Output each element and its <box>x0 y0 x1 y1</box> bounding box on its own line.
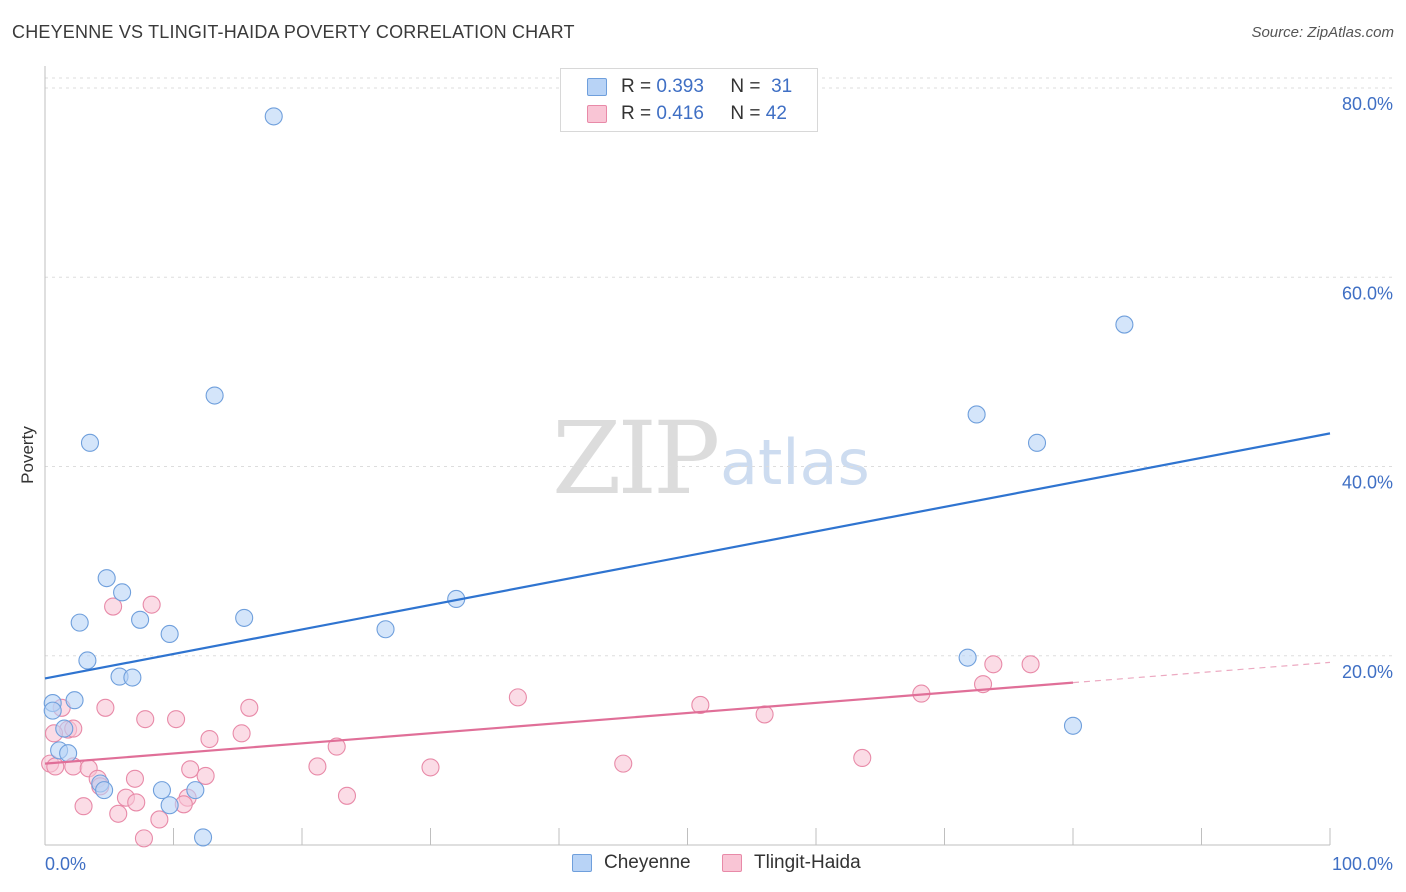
legend-r-label: R = <box>621 103 652 124</box>
legend-r-label: R = <box>621 76 652 97</box>
point-tlingit-haida <box>232 724 251 743</box>
point-cheyenne <box>376 620 395 639</box>
y-axis-title: Poverty <box>18 426 37 484</box>
point-tlingit-haida <box>46 757 65 776</box>
series-legend: Cheyenne Tlingit-Haida <box>0 852 1406 878</box>
point-cheyenne <box>160 624 179 644</box>
point-tlingit-haida <box>614 754 633 773</box>
y-tick-label: 60.0% <box>1342 283 1393 303</box>
point-tlingit-haida <box>240 698 259 717</box>
point-cheyenne <box>205 386 224 405</box>
point-tlingit-haida <box>984 655 1003 674</box>
axis-labels: 20.0% 40.0% 60.0% 80.0% 0.0% 100.0% Poverty <box>18 94 1393 874</box>
point-tlingit-haida <box>167 710 186 729</box>
point-tlingit-haida <box>1021 655 1040 674</box>
point-tlingit-haida <box>74 797 93 816</box>
point-tlingit-haida <box>327 737 346 756</box>
trend-line-extension-tlingit-haida <box>1072 661 1331 684</box>
y-tick-label: 40.0% <box>1342 473 1393 493</box>
point-cheyenne <box>95 781 114 800</box>
point-tlingit-haida <box>104 597 123 616</box>
source-label: Source: ZipAtlas.com <box>1251 24 1394 41</box>
point-tlingit-haida <box>142 595 161 614</box>
point-cheyenne <box>1063 716 1083 735</box>
point-tlingit-haida <box>125 769 144 788</box>
point-cheyenne <box>70 613 89 632</box>
point-tlingit-haida <box>421 758 440 777</box>
point-tlingit-haida <box>337 786 357 805</box>
point-cheyenne <box>235 608 254 627</box>
point-cheyenne <box>1027 433 1047 452</box>
point-cheyenne <box>194 828 213 847</box>
point-tlingit-haida <box>134 829 153 848</box>
legend-n-label: N = <box>730 103 761 124</box>
point-cheyenne <box>80 433 100 452</box>
point-tlingit-haida <box>196 766 215 785</box>
point-cheyenne <box>967 405 986 424</box>
point-cheyenne <box>152 781 171 800</box>
series-legend-label: Cheyenne <box>604 852 691 873</box>
point-tlingit-haida <box>200 729 219 749</box>
point-cheyenne <box>160 796 179 815</box>
point-tlingit-haida <box>853 748 872 767</box>
x-tick-label: 0.0% <box>45 854 86 874</box>
point-tlingit-haida <box>150 810 169 829</box>
correlation-legend: R = 0.393 N = 31 R = 0.416 N = 42 <box>560 68 818 132</box>
point-cheyenne <box>958 648 977 667</box>
series-legend-label: Tlingit-Haida <box>754 852 861 873</box>
point-cheyenne <box>123 668 142 687</box>
point-cheyenne <box>113 583 132 602</box>
data-points <box>41 107 1134 848</box>
point-tlingit-haida <box>181 760 200 779</box>
point-cheyenne <box>97 569 116 588</box>
y-tick-label: 80.0% <box>1342 94 1393 114</box>
point-tlingit-haida <box>136 710 155 729</box>
point-cheyenne <box>1115 315 1134 334</box>
trend-line-tlingit-haida <box>44 681 1074 765</box>
trend-lines <box>44 432 1331 765</box>
point-cheyenne <box>131 610 150 629</box>
series-swatch-cheyenne <box>572 854 592 872</box>
grid <box>45 77 1392 657</box>
legend-n-value: 31 <box>771 76 793 97</box>
series-swatch-tlingit-haida <box>722 854 742 872</box>
legend-swatch-cheyenne <box>587 78 607 96</box>
point-tlingit-haida <box>109 804 128 823</box>
point-tlingit-haida <box>508 688 527 707</box>
legend-n-value: 42 <box>765 103 787 124</box>
trend-line-cheyenne <box>44 432 1331 680</box>
legend-n-label: N = <box>730 76 761 97</box>
series-legend-tlingit-haida[interactable]: Tlingit-Haida <box>722 852 861 874</box>
legend-r-value: 0.393 <box>656 76 704 97</box>
point-cheyenne <box>43 701 62 720</box>
point-tlingit-haida <box>691 695 710 715</box>
y-tick-label: 20.0% <box>1342 662 1393 682</box>
point-cheyenne <box>78 651 97 670</box>
legend-r-value: 0.416 <box>656 103 704 124</box>
point-tlingit-haida <box>127 793 146 812</box>
point-cheyenne <box>264 107 283 126</box>
legend-row-cheyenne: R = 0.393 N = 31 <box>587 75 792 99</box>
series-legend-cheyenne[interactable]: Cheyenne <box>572 852 691 874</box>
legend-row-tlingit-haida: R = 0.416 N = 42 <box>587 102 787 126</box>
chart-title: CHEYENNE VS TLINGIT-HAIDA POVERTY CORREL… <box>12 22 575 42</box>
point-tlingit-haida <box>96 698 115 717</box>
point-cheyenne <box>65 691 84 710</box>
point-tlingit-haida <box>308 757 327 776</box>
point-cheyenne <box>59 744 78 763</box>
x-tick-label: 100.0% <box>1332 854 1393 874</box>
point-cheyenne <box>55 719 74 738</box>
legend-swatch-tlingit-haida <box>587 105 607 123</box>
point-cheyenne <box>186 781 205 800</box>
